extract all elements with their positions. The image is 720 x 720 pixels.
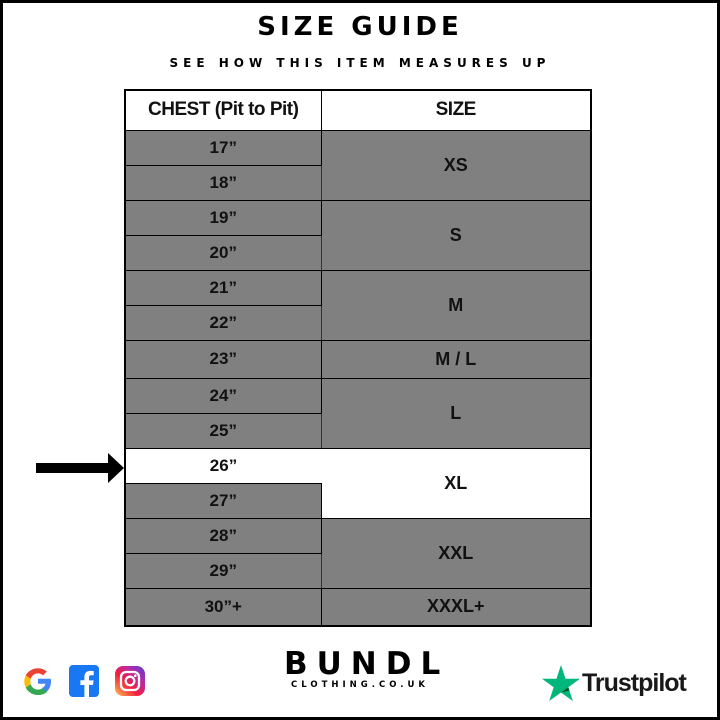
table-row: 17” XS <box>124 129 592 201</box>
chest-cell: 20” <box>124 234 322 271</box>
facebook-icon[interactable] <box>68 665 100 697</box>
chest-cell: 25” <box>124 412 322 449</box>
brand-name: BUNDL <box>284 646 450 682</box>
table-row: 21” M <box>124 269 592 341</box>
table-row: 28” XXL <box>124 517 592 589</box>
page-title: SIZE GUIDE <box>257 12 463 42</box>
trustpilot-star-icon <box>542 665 580 701</box>
size-cell: M / L <box>320 339 592 379</box>
chest-cell: 30”+ <box>124 587 322 627</box>
size-cell: XS <box>320 129 592 201</box>
chest-cell: 29” <box>124 552 322 589</box>
column-header-size: SIZE <box>320 89 592 131</box>
column-header-chest: CHEST (Pit to Pit) <box>124 89 322 131</box>
size-cell: L <box>320 377 592 449</box>
table-row: 29” <box>124 552 591 589</box>
table-row: 22” <box>124 304 591 341</box>
table-row: 20” <box>124 234 591 271</box>
instagram-icon[interactable] <box>114 665 146 697</box>
chest-cell: 21” <box>124 269 322 306</box>
table-row: 23” M / L <box>124 339 592 379</box>
brand-logo: BUNDL CLOTHING.CO.UK <box>278 648 442 690</box>
size-cell: S <box>320 199 592 271</box>
chest-cell: 24” <box>124 377 322 414</box>
social-icons <box>22 665 146 697</box>
chest-cell: 18” <box>124 164 322 201</box>
size-table: CHEST (Pit to Pit) SIZE 17” XS 18” 19” S 20… <box>124 89 592 627</box>
arrow-right-icon <box>36 453 124 483</box>
size-cell: XXXL+ <box>320 587 592 627</box>
table-row: 24” L <box>124 377 592 449</box>
page-subtitle: SEE HOW THIS ITEM MEASURES UP <box>169 56 551 70</box>
table-row: 27” <box>124 482 591 519</box>
trustpilot-label: Trustpilot <box>582 668 687 697</box>
size-cell: M <box>320 269 592 341</box>
chest-cell-highlighted: 26” <box>124 447 321 484</box>
chest-cell: 22” <box>124 304 322 341</box>
trustpilot-logo[interactable]: Trustpilot <box>542 665 687 701</box>
brand-subtitle: CLOTHING.CO.UK <box>291 680 429 690</box>
chest-cell: 17” <box>124 129 322 166</box>
size-cell-highlighted: XL <box>321 447 592 519</box>
chest-cell: 27” <box>124 482 322 519</box>
table-row: 19” S <box>124 199 592 271</box>
chest-cell: 23” <box>124 339 322 379</box>
table-row: 30”+ XXXL+ <box>124 587 592 627</box>
table-row-highlighted: 26” XL <box>124 447 592 519</box>
size-cell: XXL <box>320 517 592 589</box>
google-icon[interactable] <box>22 665 54 697</box>
chest-cell: 28” <box>124 517 322 554</box>
table-header: CHEST (Pit to Pit) SIZE <box>124 89 592 131</box>
table-row: 25” <box>124 412 591 449</box>
chest-cell: 19” <box>124 199 322 236</box>
